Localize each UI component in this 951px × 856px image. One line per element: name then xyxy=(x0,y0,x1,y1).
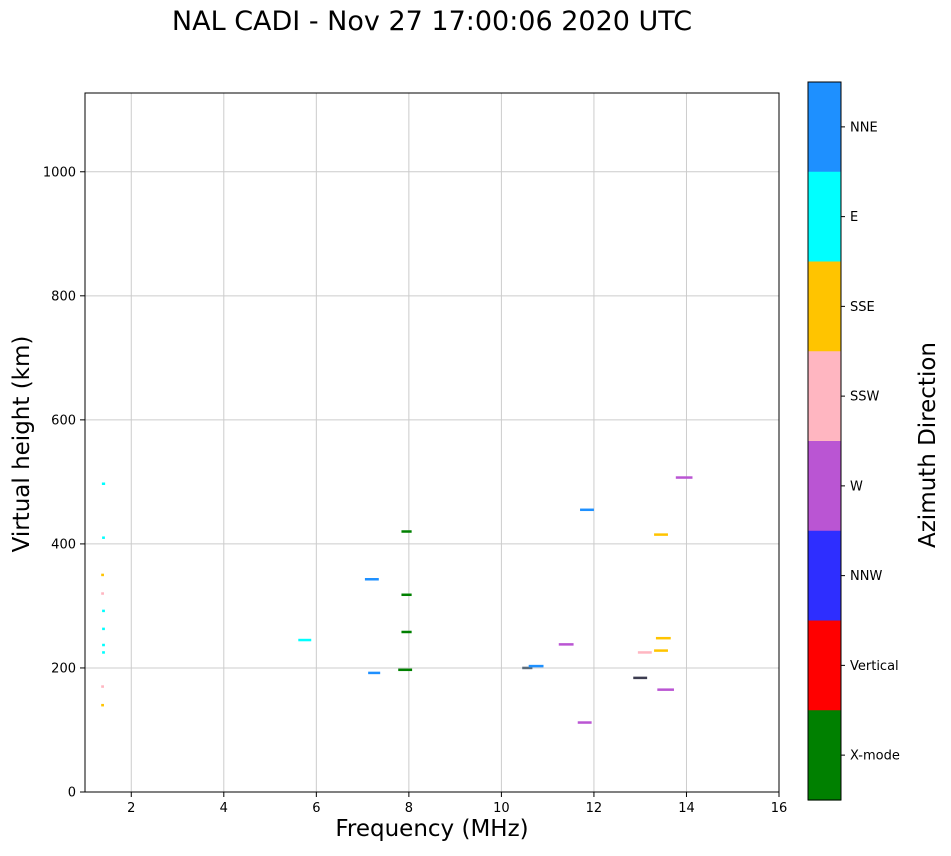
colorbar-segment xyxy=(808,710,841,801)
colorbar-segment xyxy=(808,261,841,352)
echo-point xyxy=(558,643,574,646)
colorbar-segment xyxy=(808,441,841,532)
echo-point xyxy=(102,651,105,654)
x-tick-label: 8 xyxy=(405,801,413,816)
colorbar-tick-label: Vertical xyxy=(850,659,899,674)
colorbar-tick-label: NNW xyxy=(850,569,882,584)
y-tick-label: 800 xyxy=(51,289,76,304)
colorbar-label: Azimuth Direction xyxy=(915,342,941,548)
colorbar-tick-label: SSW xyxy=(850,390,880,405)
echo-point xyxy=(633,676,648,680)
x-tick-label: 6 xyxy=(312,801,320,816)
colorbar-segment xyxy=(808,82,841,173)
colorbar-segment xyxy=(808,351,841,442)
colorbar-tick-label: W xyxy=(850,479,863,494)
y-tick-label: 200 xyxy=(51,661,76,676)
colorbar-tick-label: NNE xyxy=(850,120,878,135)
echo-point xyxy=(637,651,652,654)
echo-point xyxy=(401,593,412,597)
x-tick-label: 14 xyxy=(678,801,695,816)
echo-point xyxy=(102,627,105,631)
echo-point xyxy=(401,530,412,533)
echo-point xyxy=(368,671,381,675)
echo-point xyxy=(398,668,413,672)
echo-point xyxy=(577,721,592,724)
echo-point xyxy=(401,630,412,634)
chart-title: NAL CADI - Nov 27 17:00:06 2020 UTC xyxy=(171,6,693,37)
y-tick-label: 0 xyxy=(68,786,76,801)
y-tick-label: 400 xyxy=(51,537,76,552)
echo-point xyxy=(102,536,105,539)
colorbar-segment xyxy=(808,530,841,622)
echo-point xyxy=(101,685,104,688)
echo-point xyxy=(101,573,104,577)
colorbar-border xyxy=(807,81,842,801)
y-tick-label: 1000 xyxy=(43,165,76,180)
echo-point xyxy=(528,664,544,668)
axis-ticks: 2 4 6 8 10 12 14 16 0 200 400 600 800 1000 xyxy=(43,165,787,816)
y-tick-label: 600 xyxy=(51,413,76,428)
echo-point xyxy=(522,666,533,670)
x-axis-label: Frequency (MHz) xyxy=(335,816,529,842)
colorbar-tick-label: X-mode xyxy=(850,749,900,764)
x-tick-label: 16 xyxy=(771,801,788,816)
colorbar: NNE E SSE SSW W NNW Vertical X-mode xyxy=(807,81,900,801)
colorbar-segment xyxy=(808,171,841,263)
echo-point xyxy=(655,636,671,640)
echo-point xyxy=(580,508,594,512)
plot-border xyxy=(84,92,780,793)
x-tick-label: 12 xyxy=(586,801,603,816)
echo-point xyxy=(364,578,379,581)
y-axis-label: Virtual height (km) xyxy=(9,335,35,553)
colorbar-tick-label: SSE xyxy=(850,300,875,315)
echo-point xyxy=(101,482,106,485)
x-tick-label: 10 xyxy=(493,801,510,816)
colorbar-tick-label: E xyxy=(850,210,858,225)
echo-point xyxy=(298,638,312,642)
echo-point xyxy=(102,643,105,647)
data-points xyxy=(101,476,693,724)
echo-point xyxy=(101,703,104,707)
echo-point xyxy=(101,592,104,595)
echo-point xyxy=(102,609,105,613)
x-tick-label: 4 xyxy=(220,801,228,816)
x-tick-label: 2 xyxy=(127,801,135,816)
echo-point xyxy=(654,649,668,652)
echo-point xyxy=(657,688,674,691)
echo-point xyxy=(654,533,668,536)
gridlines xyxy=(85,93,780,793)
echo-point xyxy=(675,476,693,479)
colorbar-segment xyxy=(808,620,841,711)
